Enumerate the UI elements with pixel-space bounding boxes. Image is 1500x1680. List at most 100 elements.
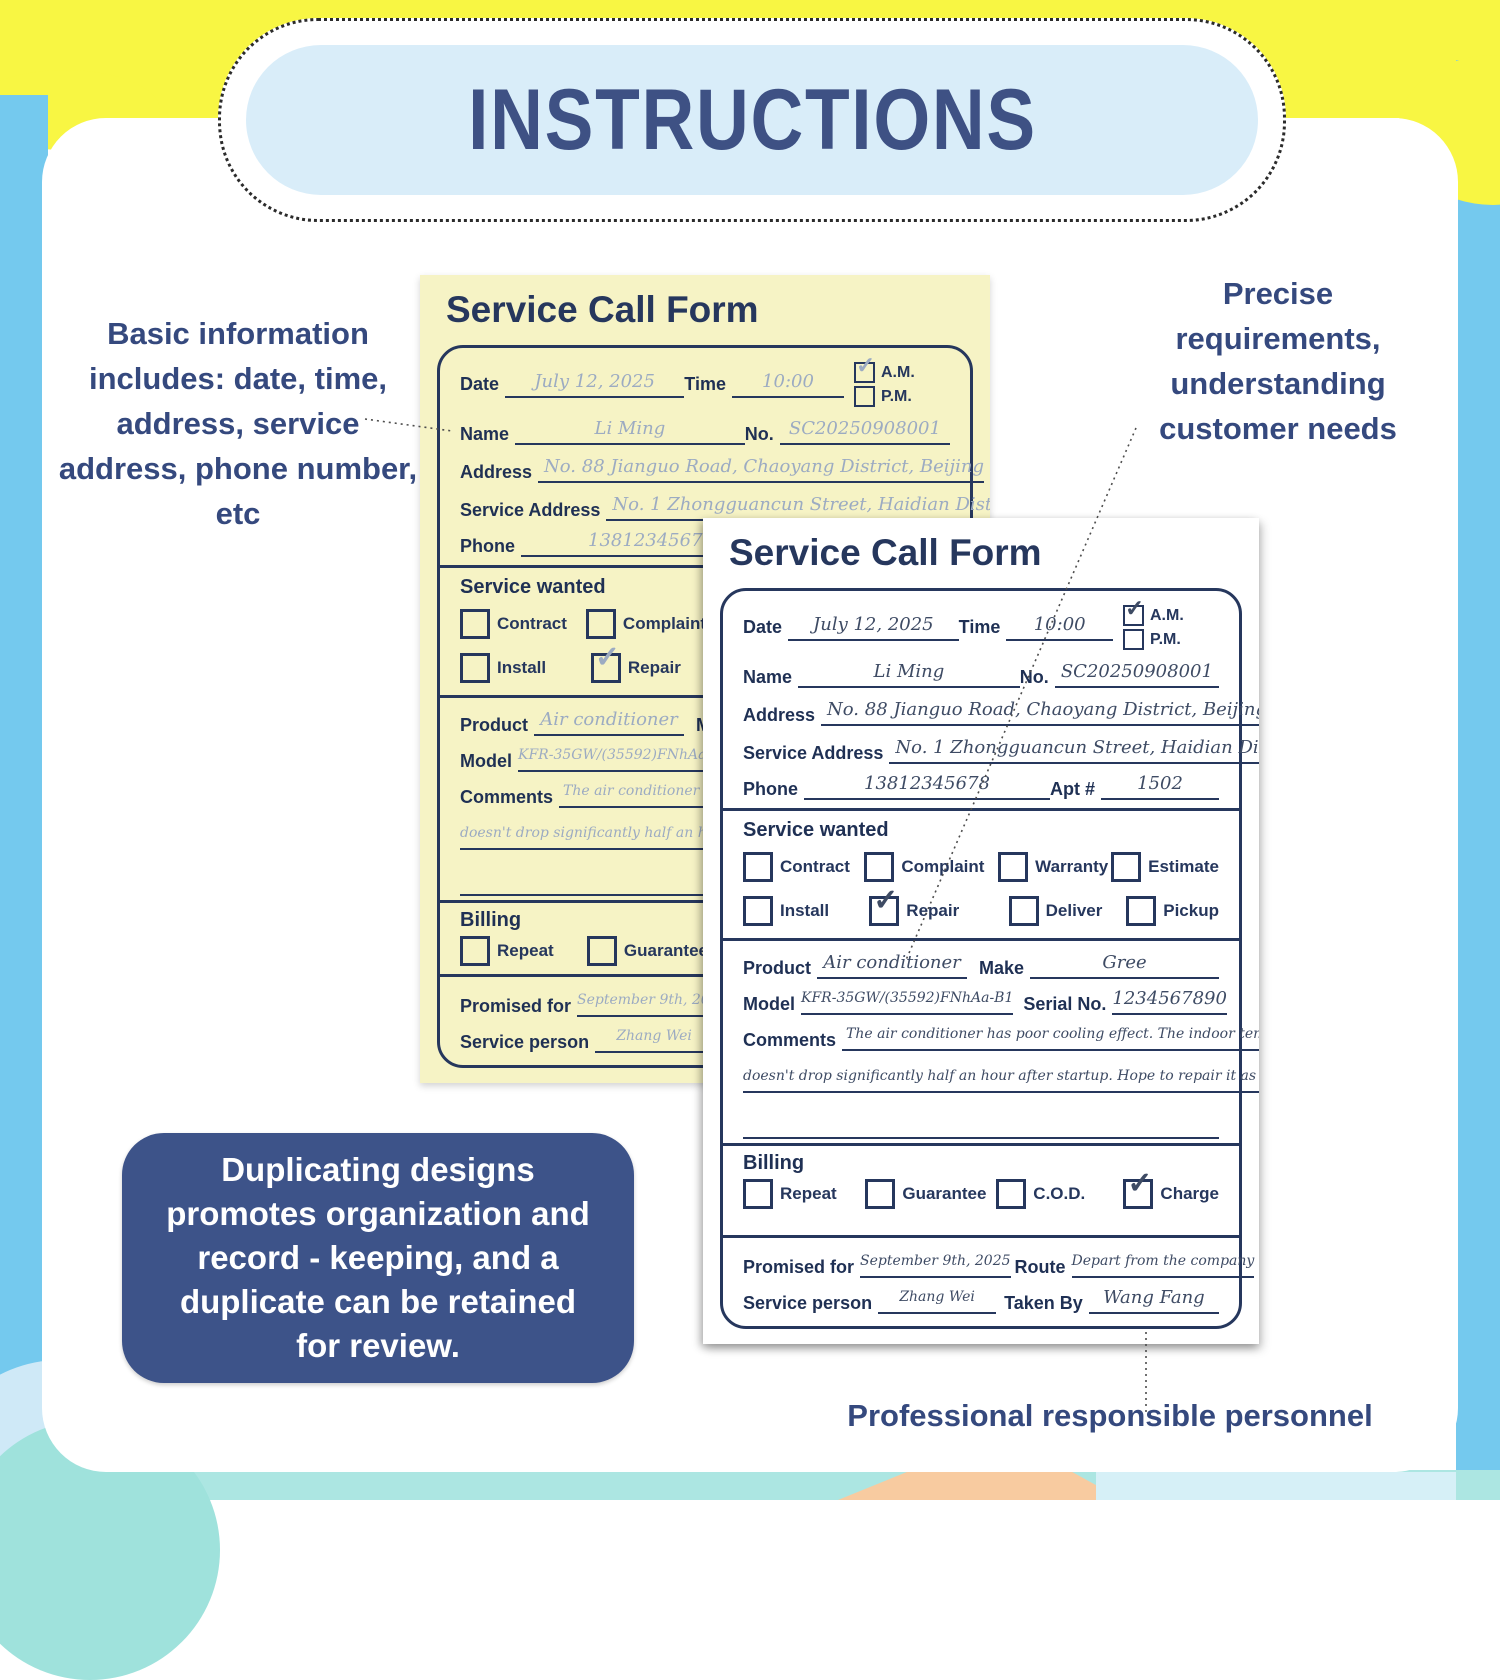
service-address-label: Service Address <box>460 500 601 521</box>
install-checkbox <box>460 653 490 683</box>
repair-checkbox: ✓ <box>590 643 621 683</box>
comments-continuation-row: doesn't drop significantly half an hour … <box>743 1067 1259 1093</box>
service-person-value: Zhang Wei <box>899 1289 975 1305</box>
service-person-value: Zhang Wei <box>616 1028 692 1044</box>
model-field: KFR-35GW/(35592)FNhAa-B1 <box>801 989 1014 1015</box>
date-row: Date July 12, 2025 Time 10:00 ✓ A.M. P.M… <box>460 354 950 407</box>
phone-row: Phone 13812345678 Apt # 1502 <box>743 774 1219 800</box>
am-option: ✓ A.M. <box>1123 597 1219 626</box>
product-field: Air conditioner <box>534 710 685 736</box>
repair-label: Repair <box>906 901 960 920</box>
estimate-label: Estimate <box>1148 857 1219 876</box>
model-label: Model <box>460 751 512 772</box>
contract-label: Contract <box>780 857 850 876</box>
phone-label: Phone <box>743 779 799 800</box>
comments-blank-line <box>743 1113 1219 1139</box>
am-label: A.M. <box>1150 606 1184 624</box>
date-value: July 12, 2025 <box>534 370 655 392</box>
am-checkmark: ✓ <box>1125 595 1145 622</box>
pm-checkbox <box>854 386 875 407</box>
product-label: Product <box>460 715 529 736</box>
service-address-field: No. 1 Zhongguancun Street, Haidian Distr… <box>889 738 1259 764</box>
name-label: Name <box>460 424 510 445</box>
billing-options-row: Repeat Guarantee C.O.D. ✓ Charge <box>743 1169 1219 1209</box>
ampm-group: ✓ A.M. P.M. <box>1123 597 1219 650</box>
route-field: Depart from the company <box>1071 1252 1255 1278</box>
comments-blank-row <box>743 1113 1219 1139</box>
address-value: No. 88 Jianguo Road, Chaoyang District, … <box>827 699 1259 720</box>
option-deliver: Deliver <box>1008 896 1127 926</box>
serial-field: 1234567890 <box>1112 989 1227 1015</box>
repeat-label: Repeat <box>780 1184 837 1203</box>
promised-value: September 9th, 2025 <box>860 1253 1011 1269</box>
time-field: 10:00 <box>731 371 844 398</box>
pm-option: P.M. <box>854 386 950 407</box>
service-person-field: Zhang Wei <box>595 1027 714 1053</box>
address-label: Address <box>460 462 533 483</box>
phone-label: Phone <box>460 536 516 557</box>
cod-checkbox <box>996 1179 1027 1209</box>
service-address-value: No. 1 Zhongguancun Street, Haidian Distr… <box>895 737 1259 758</box>
service-options-row-1: Contract Complaint Warranty Estimate <box>743 852 1219 882</box>
no-label: No. <box>744 424 774 445</box>
model-field: KFR-35GW/(35592)FNhAa-B1 <box>518 746 731 772</box>
option-contract: Contract <box>460 609 586 639</box>
option-repair: ✓ Repair <box>869 886 1008 926</box>
apt-label: Apt # <box>1050 779 1095 800</box>
name-label: Name <box>743 667 793 688</box>
warranty-checkbox <box>998 852 1029 882</box>
no-field: SC20250908001 <box>779 418 950 445</box>
bottom-right-cyan-shape <box>1096 1472 1456 1500</box>
address-row: Address No. 88 Jianguo Road, Chaoyang Di… <box>460 457 984 483</box>
address-row: Address No. 88 Jianguo Road, Chaoyang Di… <box>743 700 1259 726</box>
am-checkbox: ✓ <box>854 354 875 383</box>
install-checkbox <box>743 896 773 926</box>
option-complaint: Complaint <box>864 852 998 882</box>
promised-label: Promised for <box>743 1257 855 1278</box>
warranty-label: Warranty <box>1035 857 1109 876</box>
background-blue-band-left <box>0 95 48 1500</box>
duplicating-note-text: Duplicating designs promotes organizatio… <box>166 1151 590 1364</box>
phone-field: 13812345678 <box>521 531 781 557</box>
address-field: No. 88 Jianguo Road, Chaoyang District, … <box>538 457 984 483</box>
comments-row: Comments The air conditioner has poor co… <box>743 1025 1259 1051</box>
note-precise-requirements: Precise requirements, understanding cust… <box>1159 276 1397 446</box>
address-field: No. 88 Jianguo Road, Chaoyang District, … <box>821 700 1259 726</box>
form-body: Date July 12, 2025 Time 10:00 ✓ A.M. P.M… <box>720 588 1259 1329</box>
taken-by-field: Wang Fang <box>1088 1288 1219 1314</box>
deliver-checkbox <box>1008 896 1039 926</box>
no-value: SC20250908001 <box>788 418 941 439</box>
am-checkbox: ✓ <box>1123 597 1144 626</box>
no-label: No. <box>1019 667 1049 688</box>
product-field: Air conditioner <box>817 953 968 979</box>
make-field: Gree <box>1030 953 1219 979</box>
option-install: Install <box>460 653 591 683</box>
complaint-label: Complaint <box>901 857 985 876</box>
name-row: Name Li Ming No. SC20250908001 <box>743 662 1219 688</box>
address-value: No. 88 Jianguo Road, Chaoyang District, … <box>544 456 984 477</box>
complaint-label: Complaint <box>622 614 707 633</box>
comments-label: Comments <box>743 1030 837 1051</box>
guarantee-checkbox <box>865 1179 896 1209</box>
model-value: KFR-35GW/(35592)FNhAa-B1 <box>518 747 731 763</box>
complaint-checkbox <box>864 852 895 882</box>
promised-value: September 9th, 2025 <box>577 992 728 1008</box>
option-install: Install <box>743 896 869 926</box>
date-field: July 12, 2025 <box>505 370 685 398</box>
no-value: SC20250908001 <box>1060 661 1213 682</box>
guarantee-label: Guarantee <box>902 1184 987 1203</box>
promised-field: September 9th, 2025 <box>860 1252 1011 1278</box>
checkmark: ✓ <box>594 640 621 675</box>
section-divider <box>720 1143 1242 1146</box>
pickup-label: Pickup <box>1163 901 1219 920</box>
note-basic-information: Basic information includes: date, time, … <box>58 316 418 531</box>
time-label: Time <box>958 616 1001 637</box>
deliver-label: Deliver <box>1045 901 1103 920</box>
note-professional-personnel: Professional responsible personnel <box>847 1398 1373 1433</box>
option-pickup: Pickup <box>1126 896 1219 926</box>
model-value: KFR-35GW/(35592)FNhAa-B1 <box>801 990 1014 1006</box>
service-address-label: Service Address <box>743 743 884 764</box>
form-title: Service Call Form <box>729 532 1042 573</box>
repeat-checkbox <box>460 936 490 966</box>
section-divider <box>720 938 1242 941</box>
